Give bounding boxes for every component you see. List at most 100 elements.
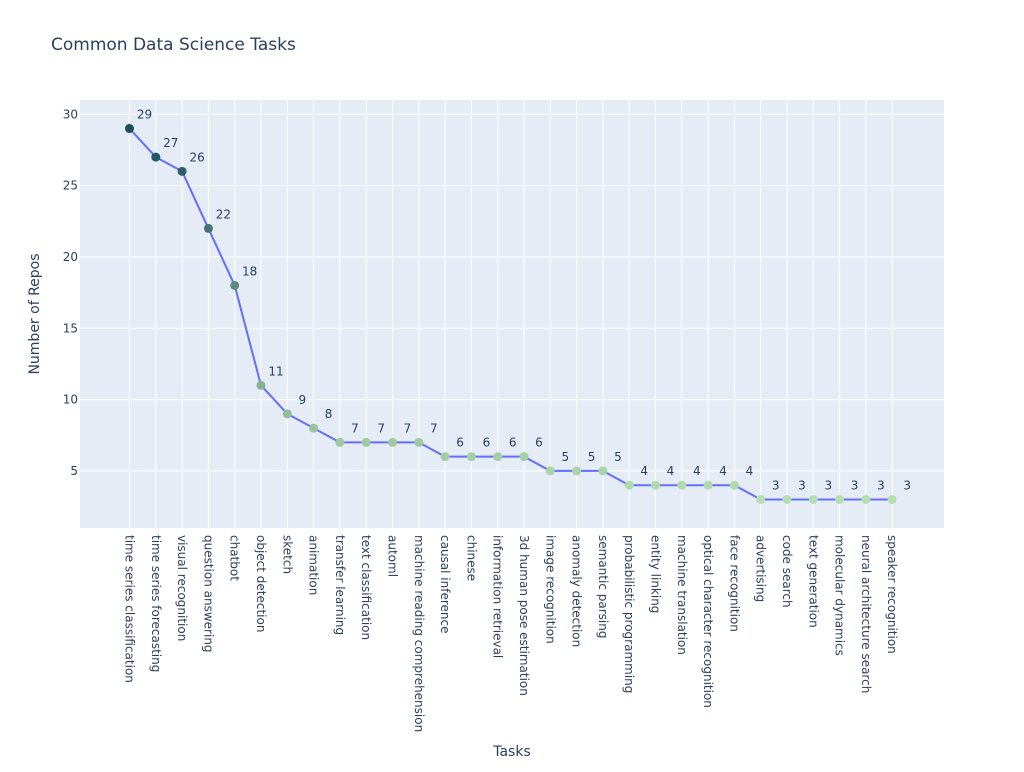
data-label: 9	[298, 393, 306, 407]
data-label: 6	[483, 436, 491, 450]
chart-title: Common Data Science Tasks	[51, 35, 296, 55]
x-tick-label: entity linking	[649, 535, 663, 613]
data-label: 6	[456, 436, 464, 450]
x-tick-label: chatbot	[228, 535, 242, 581]
y-tick-label: 25	[63, 179, 78, 193]
x-tick-label: image recognition	[543, 535, 557, 644]
y-axis-ticks: 5 10 15 20 25 30	[63, 107, 78, 478]
data-label: 3	[903, 478, 911, 492]
data-label: 7	[351, 421, 359, 435]
x-tick-label: 3d human pose estimation	[517, 535, 531, 696]
data-label: 7	[430, 421, 438, 435]
plot-area	[80, 100, 944, 528]
x-tick-label: time series classification	[123, 535, 137, 683]
data-point	[361, 437, 371, 447]
y-axis-title: Number of Repos	[27, 253, 43, 374]
x-tick-label: animation	[307, 535, 321, 595]
x-tick-label: face recognition	[727, 535, 741, 632]
data-label: 26	[189, 150, 204, 164]
data-label: 5	[614, 450, 622, 464]
y-tick-label: 10	[63, 393, 78, 407]
x-tick-label: probabilistic programming	[622, 535, 636, 693]
data-point	[861, 494, 871, 504]
data-point	[203, 223, 213, 233]
data-label: 3	[772, 478, 780, 492]
data-point	[651, 480, 660, 490]
data-label: 27	[163, 136, 178, 150]
data-label: 8	[325, 407, 333, 421]
data-point	[309, 423, 319, 433]
x-tick-label: automl	[386, 535, 400, 577]
data-label: 3	[851, 478, 859, 492]
x-tick-label: speaker recognition	[885, 535, 899, 654]
data-point	[545, 466, 555, 476]
data-label: 18	[242, 264, 257, 278]
data-point	[808, 494, 818, 504]
x-tick-label: anomaly detection	[570, 535, 584, 647]
x-tick-label: text classification	[359, 535, 373, 640]
data-label: 6	[535, 436, 543, 450]
data-point	[466, 452, 476, 462]
data-point	[335, 437, 345, 447]
x-tick-label: sketch	[280, 535, 294, 574]
x-tick-label: transfer learning	[333, 535, 347, 635]
x-tick-label: time series forecasting	[149, 535, 163, 672]
data-point	[125, 124, 134, 134]
data-label: 6	[509, 436, 517, 450]
data-point	[598, 466, 608, 476]
data-label: 4	[667, 464, 675, 478]
data-point	[782, 494, 792, 504]
data-label: 22	[216, 207, 231, 221]
x-tick-label: visual recognition	[175, 535, 189, 641]
data-point	[887, 494, 897, 504]
x-tick-label: machine reading comprehension	[412, 535, 426, 732]
data-point	[703, 480, 713, 490]
data-label: 5	[588, 450, 596, 464]
data-label: 4	[719, 464, 727, 478]
data-point	[729, 480, 739, 490]
data-label: 4	[640, 464, 648, 478]
data-label: 5	[561, 450, 569, 464]
x-tick-label: information retrieval	[491, 535, 505, 658]
data-label: 3	[798, 478, 806, 492]
data-point	[282, 409, 292, 419]
data-label: 7	[404, 421, 412, 435]
data-point	[256, 380, 266, 390]
x-tick-label: code search	[780, 535, 794, 608]
data-label: 4	[693, 464, 701, 478]
data-label: 7	[377, 421, 385, 435]
y-tick-label: 15	[63, 321, 78, 335]
x-tick-label: question answering	[201, 535, 215, 653]
data-point	[677, 480, 687, 490]
data-point	[440, 452, 450, 462]
x-tick-label: molecular dynamics	[833, 535, 847, 656]
x-tick-label: optical character recognition	[701, 535, 715, 708]
x-tick-label: text generation	[806, 535, 820, 628]
data-label: 29	[137, 108, 152, 122]
x-tick-label: causal inference	[438, 535, 452, 634]
data-point	[177, 166, 187, 176]
x-tick-label: chinese	[464, 535, 478, 581]
data-label: 3	[877, 478, 885, 492]
y-tick-label: 30	[63, 107, 78, 121]
data-label: 4	[746, 464, 754, 478]
data-point	[572, 466, 582, 476]
data-markers	[125, 124, 897, 504]
gridlines	[80, 100, 944, 528]
x-axis-ticks: time series classification time series fo…	[123, 535, 900, 732]
x-tick-label: neural architecture search	[859, 535, 873, 693]
data-labels: 29 27 26 22 18 11 9 8 7 7 7 7 6 6 6 6 5 5 5 4 4 4 4 4 3 3 3 3 3 3	[137, 108, 911, 493]
data-point	[151, 152, 161, 162]
data-point	[230, 280, 240, 290]
data-point	[519, 452, 529, 462]
y-tick-label: 20	[63, 250, 78, 264]
x-tick-label: advertising	[754, 535, 768, 602]
data-point	[388, 437, 397, 447]
data-point	[756, 494, 766, 504]
data-point	[414, 437, 424, 447]
x-tick-label: semantic parsing	[596, 535, 610, 638]
data-point	[624, 480, 634, 490]
data-label: 3	[824, 478, 832, 492]
